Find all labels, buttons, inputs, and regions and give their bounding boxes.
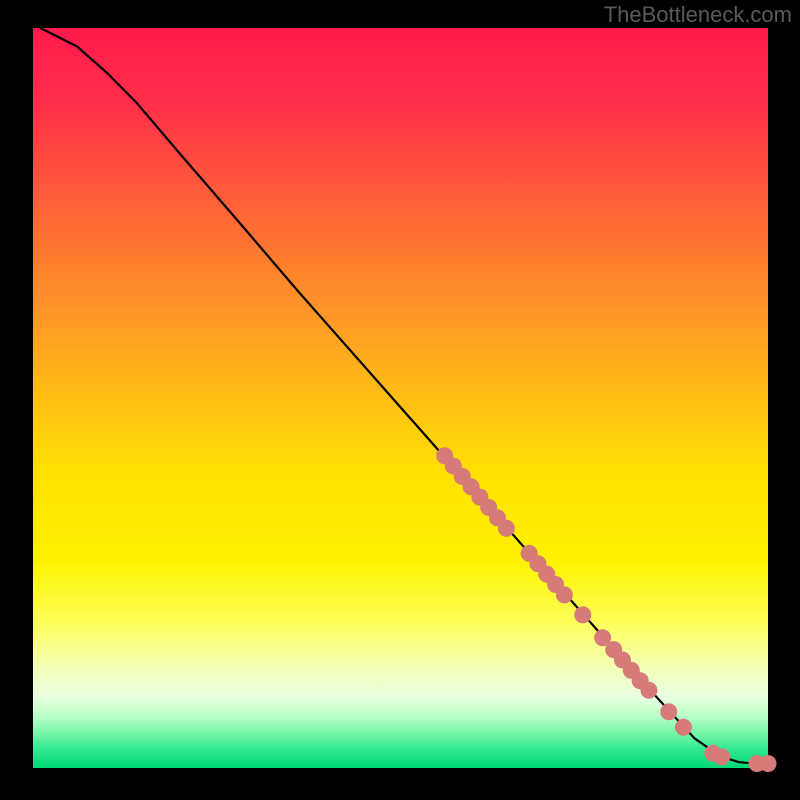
chart-stage: { "watermark": { "text": "TheBottleneck.… <box>0 0 800 800</box>
chart-marker <box>640 682 657 699</box>
chart-marker <box>760 755 777 772</box>
plot-background <box>33 28 768 768</box>
chart-marker <box>556 586 573 603</box>
chart-svg <box>0 0 800 800</box>
chart-marker <box>574 606 591 623</box>
chart-marker <box>498 520 515 537</box>
chart-marker <box>713 748 730 765</box>
chart-marker <box>660 703 677 720</box>
chart-marker <box>675 719 692 736</box>
